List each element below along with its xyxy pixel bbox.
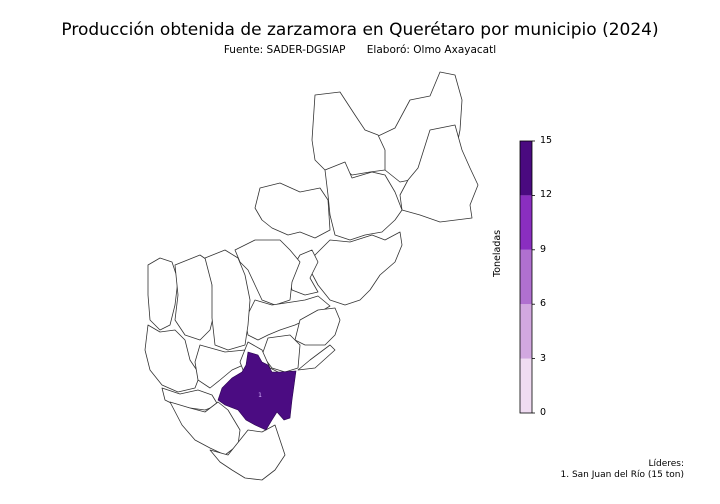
municipality-corregidora [161, 387, 219, 411]
source-text: Fuente: SADER-DGSIAP [223, 44, 346, 56]
chart-subtitle: Fuente: SADER-DGSIAP Elaboró: Olmo Axaya… [0, 44, 720, 56]
colorbar-tick-12: 12 [540, 189, 553, 201]
municipality-ezequiel [294, 307, 341, 346]
colorbar-tick-9: 9 [540, 243, 547, 255]
municipality-west-1 [147, 257, 179, 331]
colorbar-tick-15: 15 [540, 135, 553, 146]
municipality-west-3 [204, 249, 251, 351]
author-text: Elaboró: Olmo Axayacatl [366, 44, 497, 56]
municipality-center-north [324, 161, 403, 241]
chart-title: Producción obtenida de zarzamora en Quer… [61, 20, 659, 40]
leaders-annotation: Líderes: 1. San Juan del Río (15 ton) [561, 459, 685, 481]
leaders-heading: Líderes: [648, 459, 684, 469]
colorbar [519, 140, 535, 414]
municipality-toliman [234, 239, 301, 306]
municipality-east-strip [297, 344, 336, 371]
colorbar-tick-3: 3 [540, 352, 547, 364]
municipality-huimilpan [169, 401, 241, 456]
region-label-1: 1 [258, 392, 262, 399]
colorbar-tick-6: 6 [540, 298, 547, 310]
leader-item: 1. San Juan del Río (15 ton) [560, 470, 685, 480]
municipality-ne-east [399, 124, 479, 223]
municipality-amealco [209, 424, 286, 481]
municipality-san-juan-del-rio [217, 351, 297, 431]
municipality-north [311, 91, 386, 176]
municipality-el-marques [194, 344, 251, 389]
colorbar-tick-0: 0 [540, 407, 547, 418]
municipality-queretaro [144, 324, 201, 393]
municipality-northwest [254, 182, 331, 239]
municipality-cadereyta [309, 231, 403, 306]
colorbar-label: Toneladas [492, 229, 503, 277]
